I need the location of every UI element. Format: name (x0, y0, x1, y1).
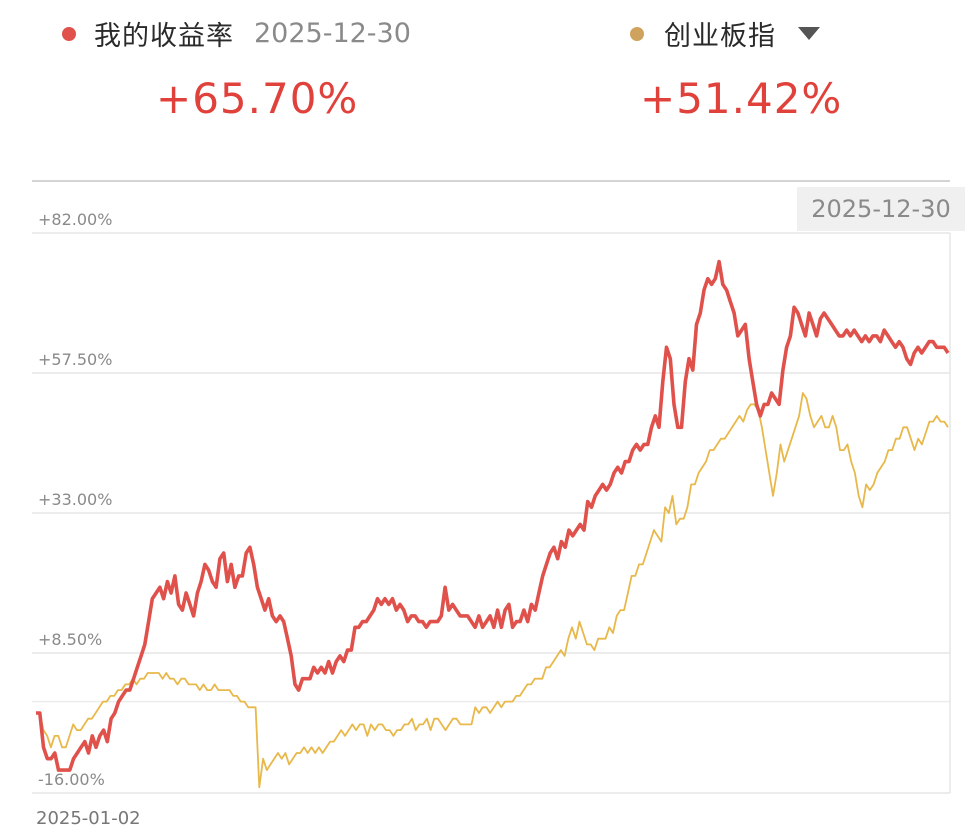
y-tick-label: -16.00% (38, 770, 105, 789)
y-tick-labels: +82.00% +57.50% +33.00% +8.50% -16.00% (38, 210, 112, 789)
grid-lines (32, 232, 951, 794)
y-tick-label: +33.00% (38, 490, 112, 509)
legend-label-index: 创业板指 (664, 21, 776, 52)
legend-dot-my-return (62, 26, 76, 41)
legend-my-return: 我的收益率 2025-12-30 (62, 14, 411, 53)
index-return-value: +51.42% (640, 74, 843, 123)
series-line (36, 259, 950, 772)
legend-label-my-return: 我的收益率 (94, 21, 234, 52)
y-tick-label: +82.00% (38, 210, 112, 229)
legend-dot-index (630, 26, 644, 41)
my-return-value: +65.70% (156, 74, 359, 123)
legend-date: 2025-12-30 (254, 18, 411, 49)
y-tick-label: +57.50% (38, 350, 112, 369)
cursor-date-badge: 2025-12-30 (797, 187, 965, 231)
series-lines (36, 259, 950, 789)
legend-index-selector[interactable]: 创业板指 (630, 14, 820, 53)
y-tick-label: +8.50% (38, 630, 102, 649)
x-start-label: 2025-01-02 (36, 808, 141, 829)
series-line (36, 392, 949, 789)
triangle-down-icon[interactable] (798, 27, 820, 40)
